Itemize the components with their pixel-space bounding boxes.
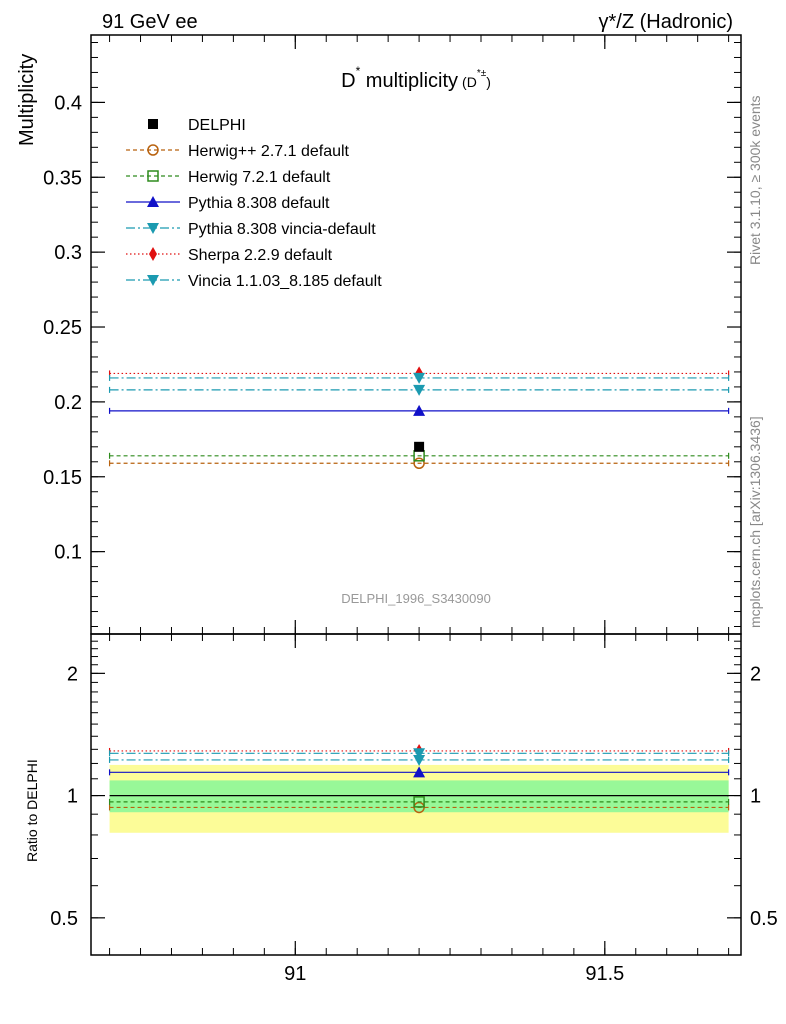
ratio-ytick-label: 2 bbox=[67, 663, 78, 685]
header-right: γ*/Z (Hadronic) bbox=[599, 11, 733, 33]
main-ytick-label: 0.35 bbox=[43, 167, 82, 189]
mc-point-0 bbox=[413, 457, 425, 470]
ratio-point-3 bbox=[413, 754, 426, 766]
ratio-ytick-label-right: 1 bbox=[750, 786, 761, 808]
title-main: D bbox=[341, 70, 355, 92]
legend-marker-delphi bbox=[148, 119, 158, 129]
mcplots-label: mcplots.cern.ch [arXiv:1306.3436] bbox=[747, 416, 763, 628]
main-ytick-label: 0.15 bbox=[43, 467, 82, 489]
legend-label-4: Sherpa 2.2.9 default bbox=[188, 247, 333, 264]
title-rest: multiplicity bbox=[360, 70, 458, 92]
legend-label-5: Vincia 1.1.03_8.185 default bbox=[188, 273, 382, 290]
ratio-ylabel: Ratio to DELPHI bbox=[24, 759, 40, 862]
mc-point-5 bbox=[413, 372, 426, 384]
analysis-id: DELPHI_1996_S3430090 bbox=[341, 591, 491, 606]
header-left: 91 GeV ee bbox=[102, 11, 198, 33]
legend-marker-3 bbox=[147, 223, 159, 234]
rivet-label: Rivet 3.1.10, ≥ 300k events bbox=[747, 95, 763, 265]
ratio-point-5 bbox=[413, 748, 426, 760]
title-paren-open: (D bbox=[462, 74, 477, 90]
xtick-label: 91.5 bbox=[585, 963, 624, 985]
main-ytick-label: 0.4 bbox=[54, 92, 82, 114]
plot-title: D* multiplicity (D*±) bbox=[341, 64, 491, 92]
title-sup: * bbox=[356, 64, 361, 78]
legend-label-1: Herwig 7.2.1 default bbox=[188, 169, 331, 186]
ratio-panel: 0.5 0.5 1 1 2 2 91 91.5 bbox=[50, 633, 778, 985]
legend-marker-1 bbox=[147, 170, 159, 182]
mc-point-2 bbox=[413, 404, 426, 416]
main-ytick-label: 0.3 bbox=[54, 242, 82, 264]
xtick-label: 91 bbox=[284, 963, 306, 985]
ratio-ytick-label: 1 bbox=[67, 786, 78, 808]
legend-label-0: Herwig++ 2.7.1 default bbox=[188, 143, 350, 160]
legend-label-delphi: DELPHI bbox=[188, 117, 246, 134]
ratio-ytick-label-right: 2 bbox=[750, 663, 761, 685]
mc-point-3 bbox=[413, 384, 426, 396]
main-ytick-label: 0.1 bbox=[54, 542, 82, 564]
legend: DELPHI Herwig++ 2.7.1 default Herwig 7.2.1… bbox=[126, 117, 382, 290]
ratio-frame bbox=[90, 633, 742, 956]
title-paren-close: ) bbox=[486, 74, 491, 90]
legend-marker-0 bbox=[147, 144, 159, 156]
title-paren-sup: *± bbox=[477, 68, 487, 79]
ratio-point-1 bbox=[413, 796, 425, 808]
main-panel: 0.1 0.15 0.2 0.25 0.3 0.35 0.4 bbox=[43, 34, 742, 635]
data-point-delphi bbox=[414, 441, 425, 452]
ratio-ytick-label: 0.5 bbox=[50, 908, 78, 930]
legend-marker-4 bbox=[149, 247, 157, 261]
legend-label-3: Pythia 8.308 vincia-default bbox=[188, 221, 376, 238]
legend-label-2: Pythia 8.308 default bbox=[188, 195, 330, 212]
legend-marker-2 bbox=[147, 196, 159, 207]
ratio-point-2 bbox=[413, 766, 426, 778]
main-ytick-label: 0.2 bbox=[54, 392, 82, 414]
main-ylabel: Multiplicity bbox=[16, 54, 38, 146]
main-ytick-label: 0.25 bbox=[43, 317, 82, 339]
legend-marker-5 bbox=[147, 275, 159, 286]
ratio-ytick-label-right: 0.5 bbox=[750, 908, 778, 930]
